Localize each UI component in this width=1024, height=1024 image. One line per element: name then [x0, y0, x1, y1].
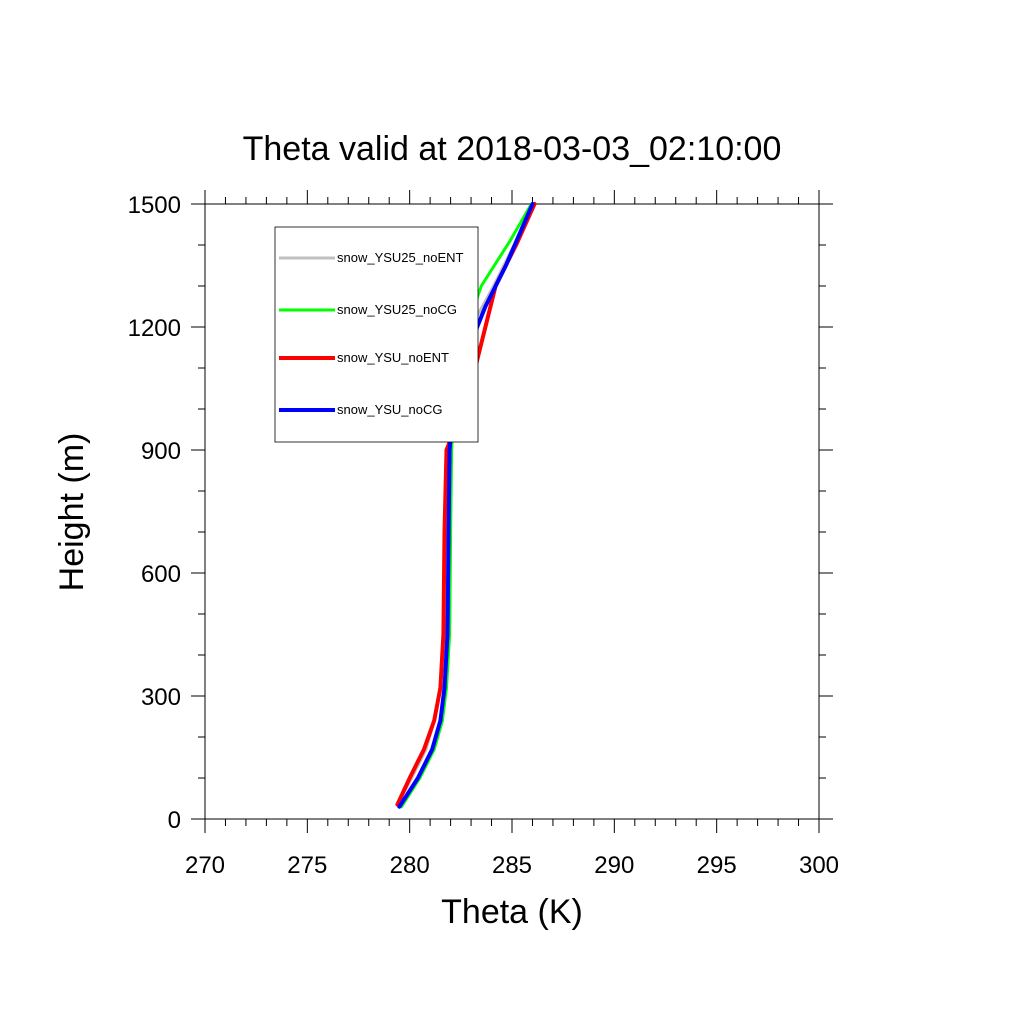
- chart-title: Theta valid at 2018-03-03_02:10:00: [243, 130, 782, 168]
- x-axis-title: Theta (K): [441, 893, 583, 931]
- x-tick-label: 270: [185, 852, 225, 879]
- x-tick-label: 295: [697, 852, 737, 879]
- x-tick-label: 285: [492, 852, 532, 879]
- legend-label: snow_YSU_noENT: [337, 350, 449, 365]
- y-axis-title: Height (m): [53, 433, 91, 592]
- legend-box: [274, 226, 479, 443]
- series-line-snow_YSU_noENT: [395, 202, 537, 807]
- legend-label: snow_YSU25_noCG: [337, 302, 457, 317]
- y-tick-label: 600: [141, 561, 181, 588]
- x-tick-label: 290: [594, 852, 634, 879]
- y-tick-label: 900: [141, 438, 181, 465]
- y-tick-label: 1500: [128, 192, 181, 219]
- y-tick-label: 0: [168, 807, 181, 834]
- legend-label: snow_YSU25_noENT: [337, 250, 464, 265]
- y-tick-label: 300: [141, 684, 181, 711]
- y-tick-label: 1200: [128, 315, 181, 342]
- x-tick-label: 300: [799, 852, 839, 879]
- data-series: [395, 202, 537, 809]
- legend: snow_YSU25_noENT snow_YSU25_noCG snow_YSU_…: [274, 226, 479, 443]
- x-tick-label: 275: [287, 852, 327, 879]
- legend-label: snow_YSU_noCG: [337, 402, 443, 417]
- x-tick-label: 280: [390, 852, 430, 879]
- axis-ticks: 270 275 280 285 290 295 300 0 300 600 900 1200 1500: [128, 190, 839, 879]
- series-line-snow_YSU_noCG: [397, 202, 535, 809]
